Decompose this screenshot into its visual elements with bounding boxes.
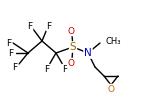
- Text: CH₃: CH₃: [106, 36, 122, 46]
- Text: O: O: [67, 59, 75, 67]
- Text: F: F: [6, 39, 12, 47]
- Text: F: F: [44, 64, 50, 74]
- Text: O: O: [67, 26, 75, 36]
- Text: F: F: [62, 64, 67, 74]
- Text: F: F: [27, 22, 33, 30]
- Text: N: N: [84, 48, 92, 58]
- Text: F: F: [12, 63, 18, 71]
- Text: F: F: [46, 22, 52, 30]
- Text: O: O: [108, 84, 115, 94]
- Text: F: F: [8, 49, 14, 57]
- Text: S: S: [70, 42, 76, 52]
